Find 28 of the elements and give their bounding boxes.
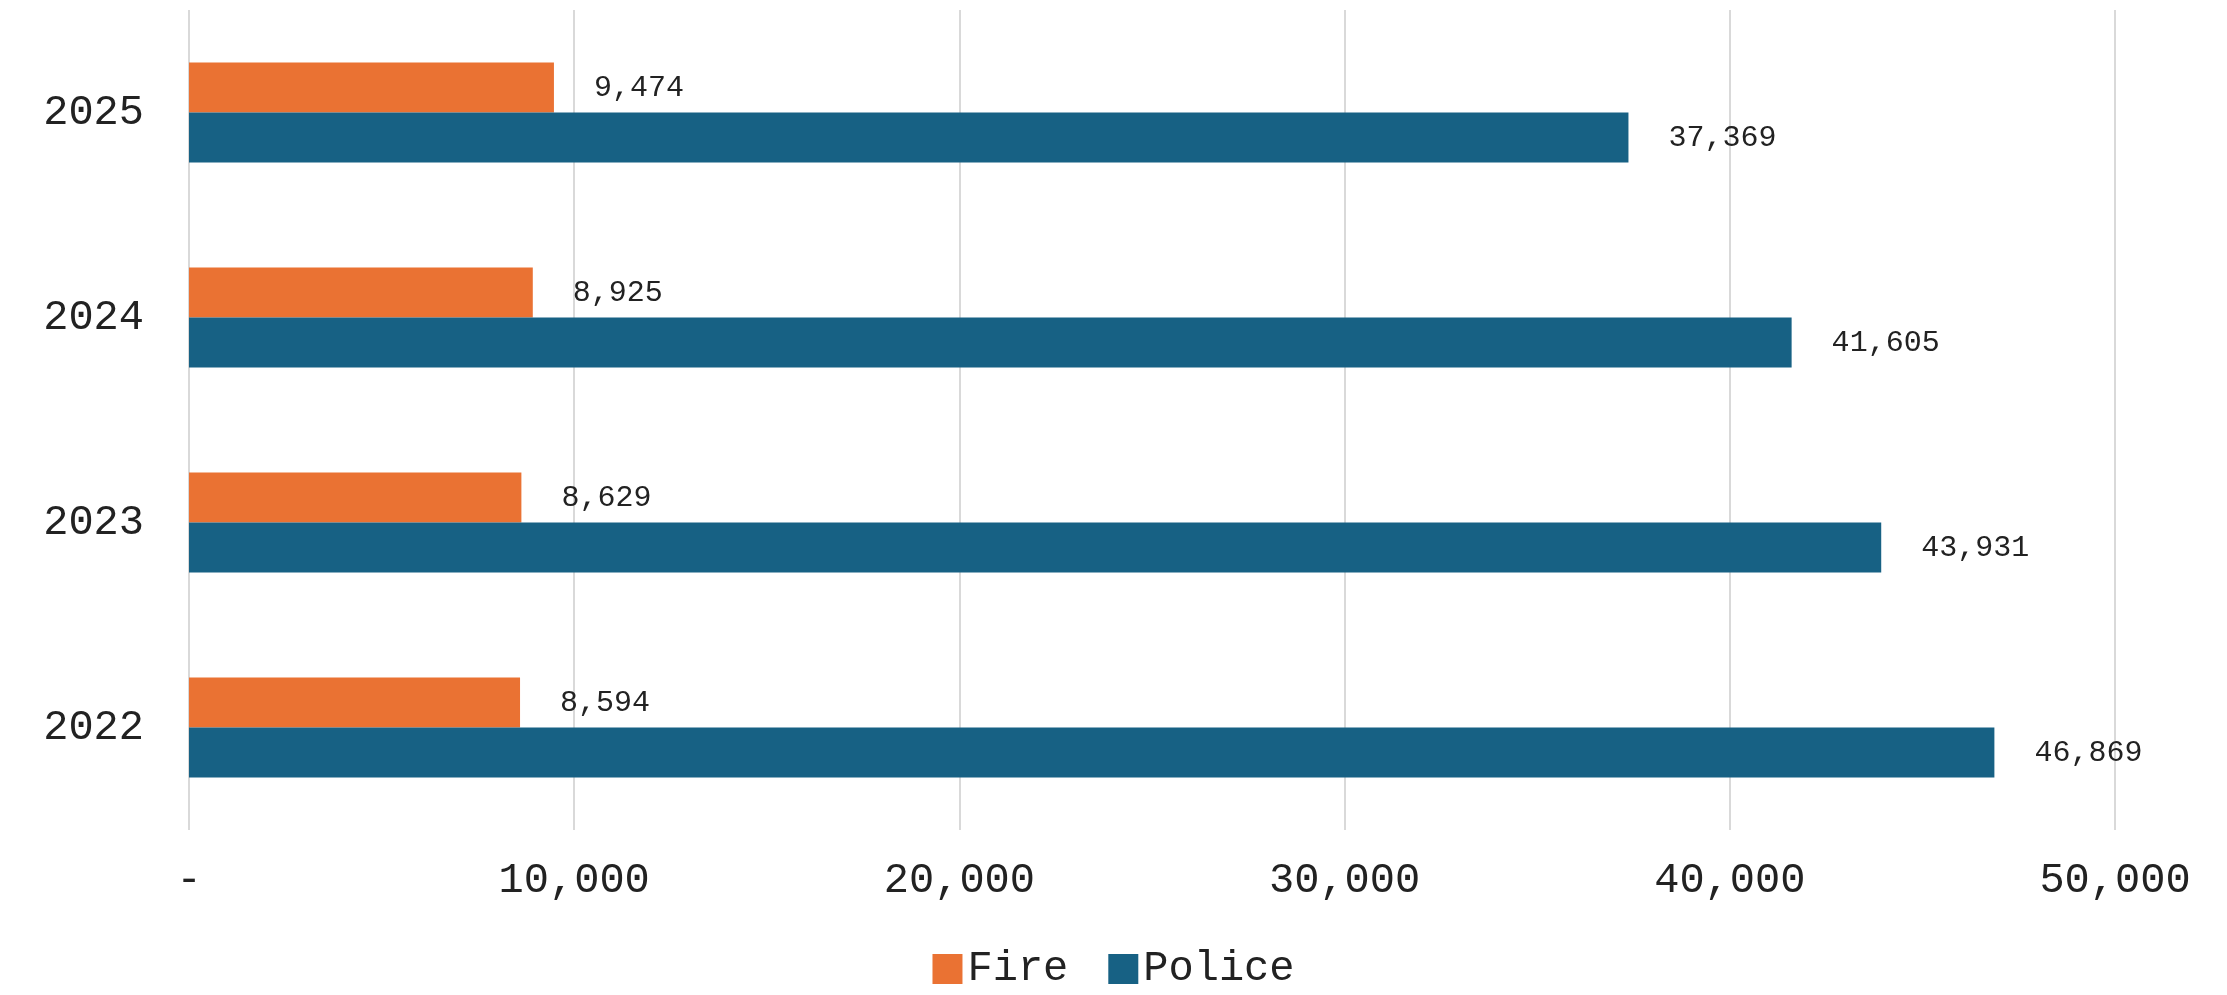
data-label: 9,474 xyxy=(593,70,684,105)
x-tick-label: - xyxy=(176,857,202,905)
data-label: 8,629 xyxy=(561,480,652,515)
bar xyxy=(189,677,521,728)
bar xyxy=(189,267,533,318)
bar xyxy=(189,522,1882,573)
y-tick-label: 2022 xyxy=(43,703,144,752)
x-tick-label: 40,000 xyxy=(1654,857,1806,905)
x-tick-label: 50,000 xyxy=(2039,857,2191,905)
data-label: 43,931 xyxy=(1921,530,2030,565)
x-tick-label: 30,000 xyxy=(1268,857,1421,905)
data-label: 8,594 xyxy=(560,685,651,720)
bar xyxy=(189,317,1792,368)
legend-label: Fire xyxy=(967,945,1069,993)
y-tick-label: 2025 xyxy=(43,88,144,137)
bar xyxy=(189,727,1995,778)
y-tick-label: 2024 xyxy=(43,293,144,342)
data-label: 41,605 xyxy=(1831,325,1940,360)
data-label: 37,369 xyxy=(1668,120,1777,155)
data-label: 46,869 xyxy=(2034,735,2143,770)
y-tick-label: 2023 xyxy=(43,498,144,547)
legend-label: Police xyxy=(1143,945,1295,993)
bar xyxy=(189,62,554,113)
data-label: 8,925 xyxy=(572,275,663,310)
bar xyxy=(189,472,522,523)
x-tick-label: 20,000 xyxy=(883,857,1036,905)
bar xyxy=(189,112,1629,163)
x-tick-label: 10,000 xyxy=(498,857,650,905)
